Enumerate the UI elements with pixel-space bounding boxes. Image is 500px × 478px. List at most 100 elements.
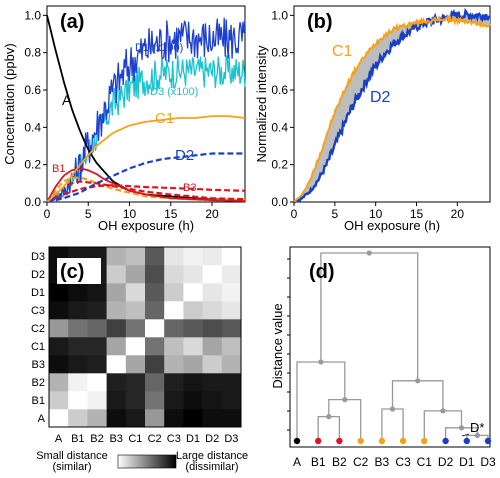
panel-a-series-B1 [46,167,246,203]
panel-b-xtick-label: 10 [369,207,383,221]
panel-b-ytick-label: 1.0 [271,8,288,22]
heatmap-cell-B1-C1 [125,391,146,410]
heatmap-cell-A-D3 [221,409,242,428]
dendrogram-leaf-C1 [421,437,428,445]
heatmap-cell-D1-C2 [145,283,165,302]
heatmap-cell-C2-C2 [145,319,165,338]
panel-c-xtick-label: D2 [205,433,219,445]
heatmap-cell-D1-D1 [183,283,203,302]
panel-c-ytick-label: A [38,413,46,425]
panel-a-series-C1 [46,115,246,203]
heatmap-cell-C1-B1 [68,337,88,356]
dendrogram-link [328,398,362,441]
panel-c-xtick-label: A [55,433,63,445]
heatmap-cell-B2-C3 [164,373,184,392]
dendrogram-leaf-B2 [336,437,343,445]
panel-a-series-B2 [46,180,246,203]
heatmap-cell-B3-B3 [106,355,127,374]
panel-d-leaf-label: A [293,455,301,469]
heatmap-cell-A-C3 [164,409,184,428]
panel-c: AA B1 B1 B2 B2 B3 B3 C1 C1 C2 C2 C3 C3 D1 D1 D2 D2 D3 D3 (… [31,246,248,473]
heatmap-cell-B1-B1 [68,391,88,410]
panel-b-ticks: 0 5 10 15 20 0.0 0.2 0.4 0.6 0.8 1.0 [271,8,464,221]
panel-c-ytick-label: B2 [32,377,45,389]
heatmap-cell-B2-A [49,373,69,392]
heatmap-cell-B1-C3 [164,391,184,410]
panel-d-leaf-label: C3 [395,455,411,469]
heatmap-cell-C2-A [49,319,69,338]
panel-c-ticks: AA B1 B1 B2 B2 B3 B3 C1 C1 C2 C2 C3 C3 D1 D1 D2 D2 D3 D3 [31,251,238,445]
panel-d-tree: D* [293,250,492,445]
dendrogram-leaf-D1 [463,437,470,445]
panel-c-ytick-label: D2 [31,269,45,281]
heatmap-cell-D1-C1 [125,283,146,302]
heatmap-cell-B3-D3 [221,355,242,374]
panel-d: D* A B1 B2 C2 B3 C3 C1 D2 D1 D3 (d) Distance valu… [270,246,496,469]
heatmap-cell-C3-B1 [68,301,88,320]
heatmap-cell-C3-C1 [125,301,146,320]
panel-a-ylabel: Concentration (ppbv) [2,43,17,164]
panel-d-frame [289,246,491,448]
colorbar-right-label: Large distance (dissimilar) [176,450,248,473]
panel-b: C1 D2 0 5 10 15 20 0.0 0.2 0.4 0.6 0.8 1.0 (b) OH e… [254,5,491,233]
panel-a-xlabel: OH exposure (h) [98,218,194,233]
panel-c-ytick-label: C1 [31,341,45,353]
heatmap-cell-C1-D3 [221,337,242,356]
heatmap-cell-C1-C3 [164,337,184,356]
panel-b-series-D2 [293,7,491,204]
dendrogram-link [317,415,341,441]
panel-c-xtick-label: D3 [224,433,238,445]
heatmap-cell-B2-B1 [68,373,88,392]
heatmap-cell-B1-C2 [145,391,165,410]
heatmap-cell-D2-B3 [106,265,127,284]
colorbar [117,454,177,469]
heatmap-cell-B1-B3 [106,391,127,410]
panel-a-series-C2 [46,176,245,203]
heatmap-cell-C1-C1 [125,337,146,356]
panel-a-ytick-label: 0.6 [24,83,41,97]
dendrogram-link [296,361,346,441]
panel-a-series-label-C1: C1 [155,110,174,127]
dendrogram-link [423,410,463,441]
heatmap-cell-C3-C3 [164,301,184,320]
heatmap-cell-B3-C1 [125,355,146,374]
panel-a-xtick-label: 10 [123,207,137,221]
panel-a-frame [46,5,246,203]
heatmap-cell-C3-A [49,301,69,320]
heatmap-cell-B1-D1 [183,391,203,410]
panel-b-plot: C1 D2 [293,7,491,204]
panel-d-leaf-label: B1 [311,455,326,469]
colorbar-left-text-line: Small distance [36,450,108,462]
heatmap-cell-B2-D1 [183,373,203,392]
heatmap-cell-D3-D3 [221,247,242,266]
panel-c-ytick-label: B3 [32,359,45,371]
panel-c-xtick-label: D1 [186,433,200,445]
panel-d-leaf-label: C2 [353,455,369,469]
heatmap-cell-B2-D3 [221,373,242,392]
panel-a-ytick-label: 0.8 [24,46,41,60]
panel-a-plot: D1 (x100) D3 (x100) A C1 D2 B1 B3 [46,15,246,204]
heatmap-cell-A-D2 [202,409,223,428]
panel-a-series-label-D1: D1 (x100) [135,42,183,54]
panel-b-ytick-label: 0.6 [271,83,288,97]
panel-b-xtick-label: 20 [451,207,465,221]
panel-b-ylabel: Normalized intensity [254,45,269,163]
panel-a-ytick-label: 0.4 [24,120,41,134]
heatmap-cell-C2-C1 [125,319,146,338]
colorbar-right-text-line: (dissimilar) [185,461,238,473]
heatmap-cell-B2-C2 [145,373,165,392]
heatmap-cell-A-B2 [87,409,107,428]
heatmap-cell-B2-B3 [106,373,127,392]
panel-a-xtick-label: 20 [205,207,219,221]
heatmap-cell-D1-D2 [202,283,223,302]
panel-a-series-D2 [46,152,245,204]
colorbar-left-text-line: (similar) [52,461,91,473]
colorbar-left-label: Small distance (similar) [36,450,108,473]
panel-c-label: (c) [60,261,84,283]
heatmap-cell-C3-D1 [183,301,203,320]
heatmap-cell-C3-C2 [145,301,165,320]
dendrogram-leaf-A [293,437,301,445]
heatmap-cell-C1-A [49,337,69,356]
